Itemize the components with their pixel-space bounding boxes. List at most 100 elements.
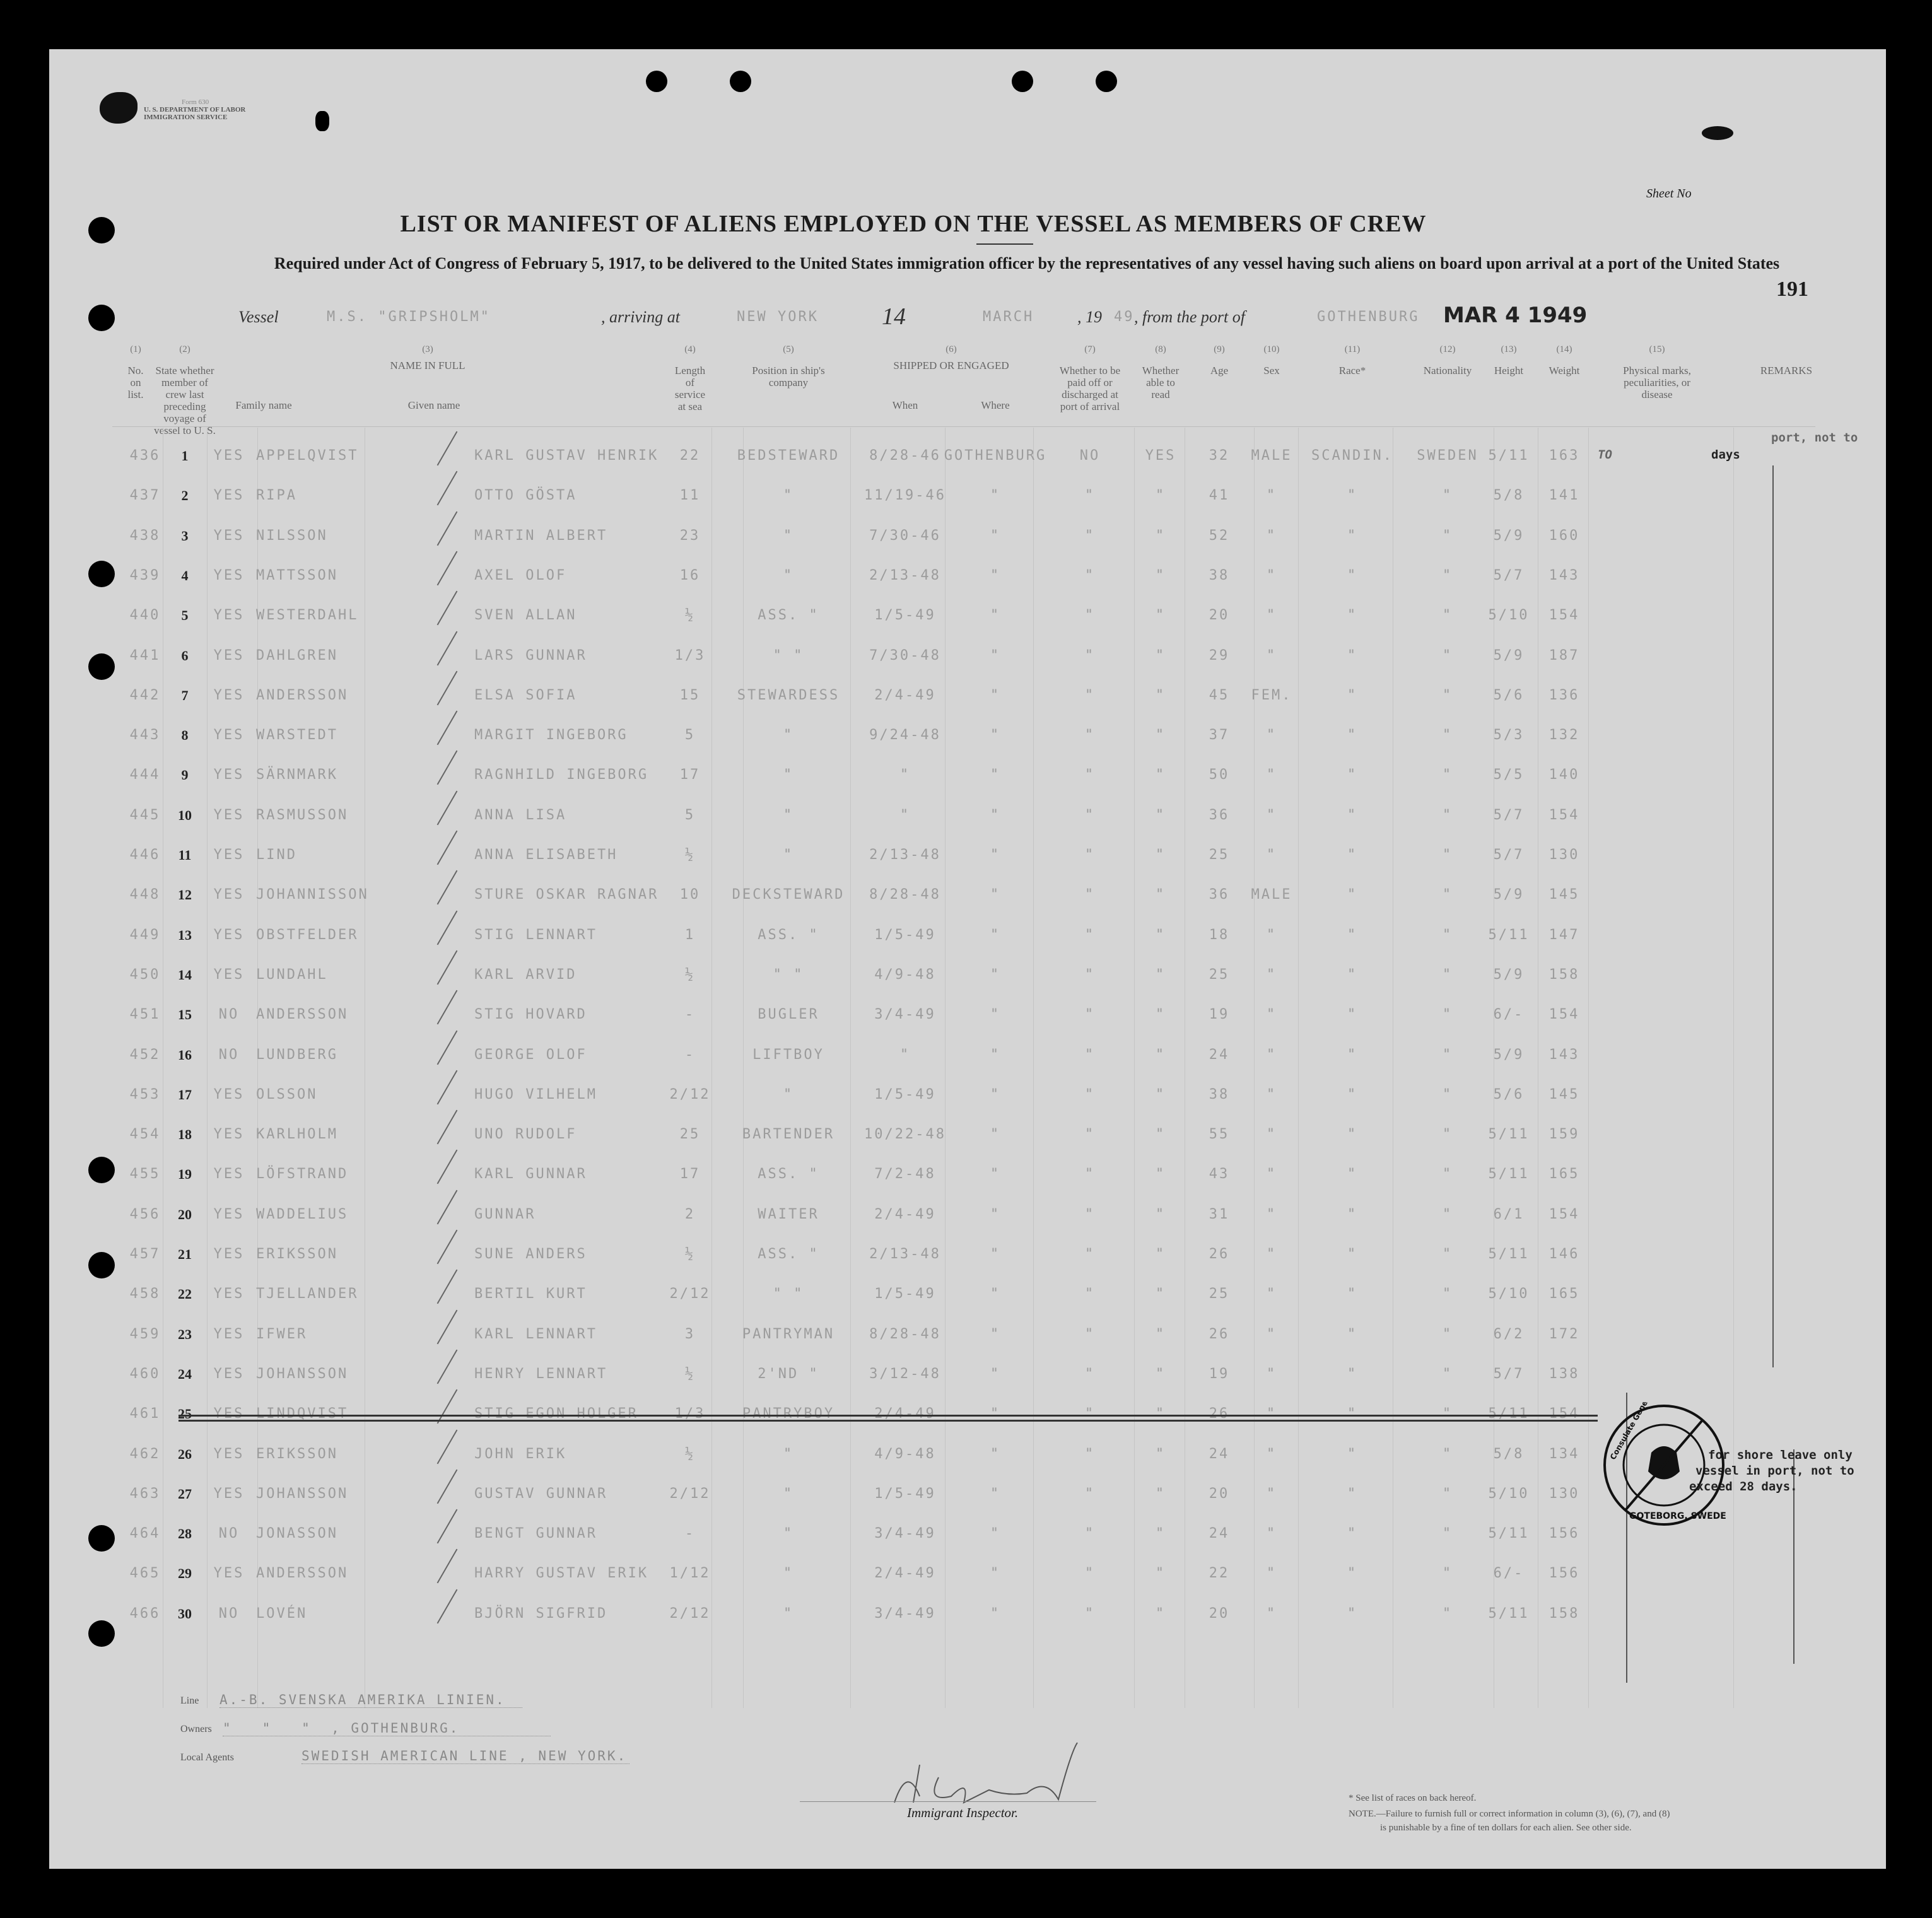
able-to-read: " [1155,1126,1166,1142]
previous-voyage: YES [213,568,245,583]
page-subtitle: Required under Act of Congress of Februa… [274,254,1780,272]
row-number: 27 [178,1486,192,1502]
able-to-read: " [1155,727,1166,743]
nationality: " [1442,1565,1453,1581]
table-row: 449 13 YES OBSTFELDER STIG LENNART 1 ASS. " 1/5… [49,49,1689,945]
list-number: 461 [129,1406,161,1422]
column-number: (12) [1439,344,1456,354]
age: 31 [1209,1207,1230,1222]
given-name: GUSTAV GUNNAR [474,1486,608,1502]
shipped-when: 8/28-48 [869,887,941,903]
column-rule [257,428,258,1708]
column-number: (5) [783,344,794,354]
list-number: 452 [129,1047,161,1063]
sex: " [1266,1366,1277,1382]
local-agents-value: SWEDISH AMERICAN LINE , NEW YORK. [302,1748,629,1764]
age: 20 [1209,1606,1230,1622]
height: 5/8 [1493,488,1525,503]
race: " [1347,1286,1358,1302]
paid-off: " [1084,1207,1096,1222]
length-of-service: ½ [684,1246,696,1262]
race: SCANDIN. [1311,448,1393,464]
list-number: 451 [129,1007,161,1022]
paid-off: NO [1079,448,1101,464]
list-number: 445 [129,807,161,823]
previous-voyage: YES [213,887,245,903]
length-of-service: 17 [679,767,701,783]
able-to-read: " [1155,1526,1166,1541]
shipped-where: " [990,1087,1001,1102]
position: BARTENDER [742,1126,835,1142]
previous-voyage: YES [213,448,245,464]
column-number: (2) [179,344,190,354]
punch-hole [88,1157,115,1183]
family-name: APPELQVIST [256,448,359,464]
sex: " [1266,1326,1277,1342]
list-number: 453 [129,1087,161,1102]
row-number: 30 [178,1606,192,1622]
age: 36 [1209,807,1230,823]
previous-voyage: YES [213,1326,245,1342]
paid-off: " [1084,1166,1096,1182]
family-name: SÄRNMARK [256,767,338,783]
nationality: " [1442,528,1453,544]
shipped-where: " [990,1606,1001,1622]
list-number: 460 [129,1366,161,1382]
able-to-read: " [1155,687,1166,703]
age: 50 [1209,767,1230,783]
height: 5/7 [1493,568,1525,583]
weight: 158 [1549,1606,1580,1622]
sex: " [1266,1565,1277,1581]
nationality: " [1442,648,1453,664]
height: 5/9 [1493,648,1525,664]
column-header: No. on list. [127,365,144,401]
column-header: Weight [1549,365,1580,377]
given-name: MARGIT INGEBORG [474,727,628,743]
height: 5/9 [1493,967,1525,983]
given-name: HARRY GUSTAV ERIK [474,1565,649,1581]
length-of-service: 25 [679,1126,701,1142]
list-number: 442 [129,687,161,703]
shipped-where: " [990,727,1001,743]
column-rule [711,428,712,1708]
inspector-signature [894,1742,1078,1804]
previous-voyage: NO [218,1606,240,1622]
list-number: 450 [129,967,161,983]
previous-voyage: YES [213,1486,245,1502]
table-row: 464 28 NO JONASSON BENGT GUNNAR - " 3/4-49 " " " 24… [49,49,1689,1544]
title-rule [976,243,1033,245]
column-number: (11) [1344,344,1361,354]
race: " [1347,1366,1358,1382]
column-header: Nationality [1423,365,1472,377]
able-to-read: " [1155,1326,1166,1342]
list-number: 440 [129,607,161,623]
able-to-read: " [1155,488,1166,503]
shipped-where: " [990,927,1001,943]
previous-voyage: YES [213,488,245,503]
column-subheader: Family name [235,399,292,411]
age: 37 [1209,727,1230,743]
column-subheader: Where [981,399,1010,411]
race: " [1347,687,1358,703]
family-name: NILSSON [256,528,328,544]
length-of-service: 22 [679,448,701,464]
check-mark-icon [436,1309,458,1345]
height: 5/11 [1488,1126,1530,1142]
height: 5/11 [1488,1406,1530,1422]
sex: " [1266,927,1277,943]
paid-off: " [1084,1326,1096,1342]
sex: " [1266,607,1277,623]
punch-hole [646,71,667,92]
shipped-where: " [990,767,1001,783]
row-number: 3 [181,528,189,544]
nationality: " [1442,1606,1453,1622]
owners-label: Owners [180,1724,212,1734]
age: 29 [1209,648,1230,664]
shipped-where: " [990,648,1001,664]
previous-voyage: YES [213,767,245,783]
able-to-read: " [1155,1007,1166,1022]
shipped-when: 10/22-48 [864,1126,946,1142]
position: " [783,1087,794,1102]
previous-voyage: YES [213,967,245,983]
table-row: 437 2 YES RIPA OTTO GÖSTA 11 " 11/19-46 " " " 41 " " "… [49,49,1689,506]
